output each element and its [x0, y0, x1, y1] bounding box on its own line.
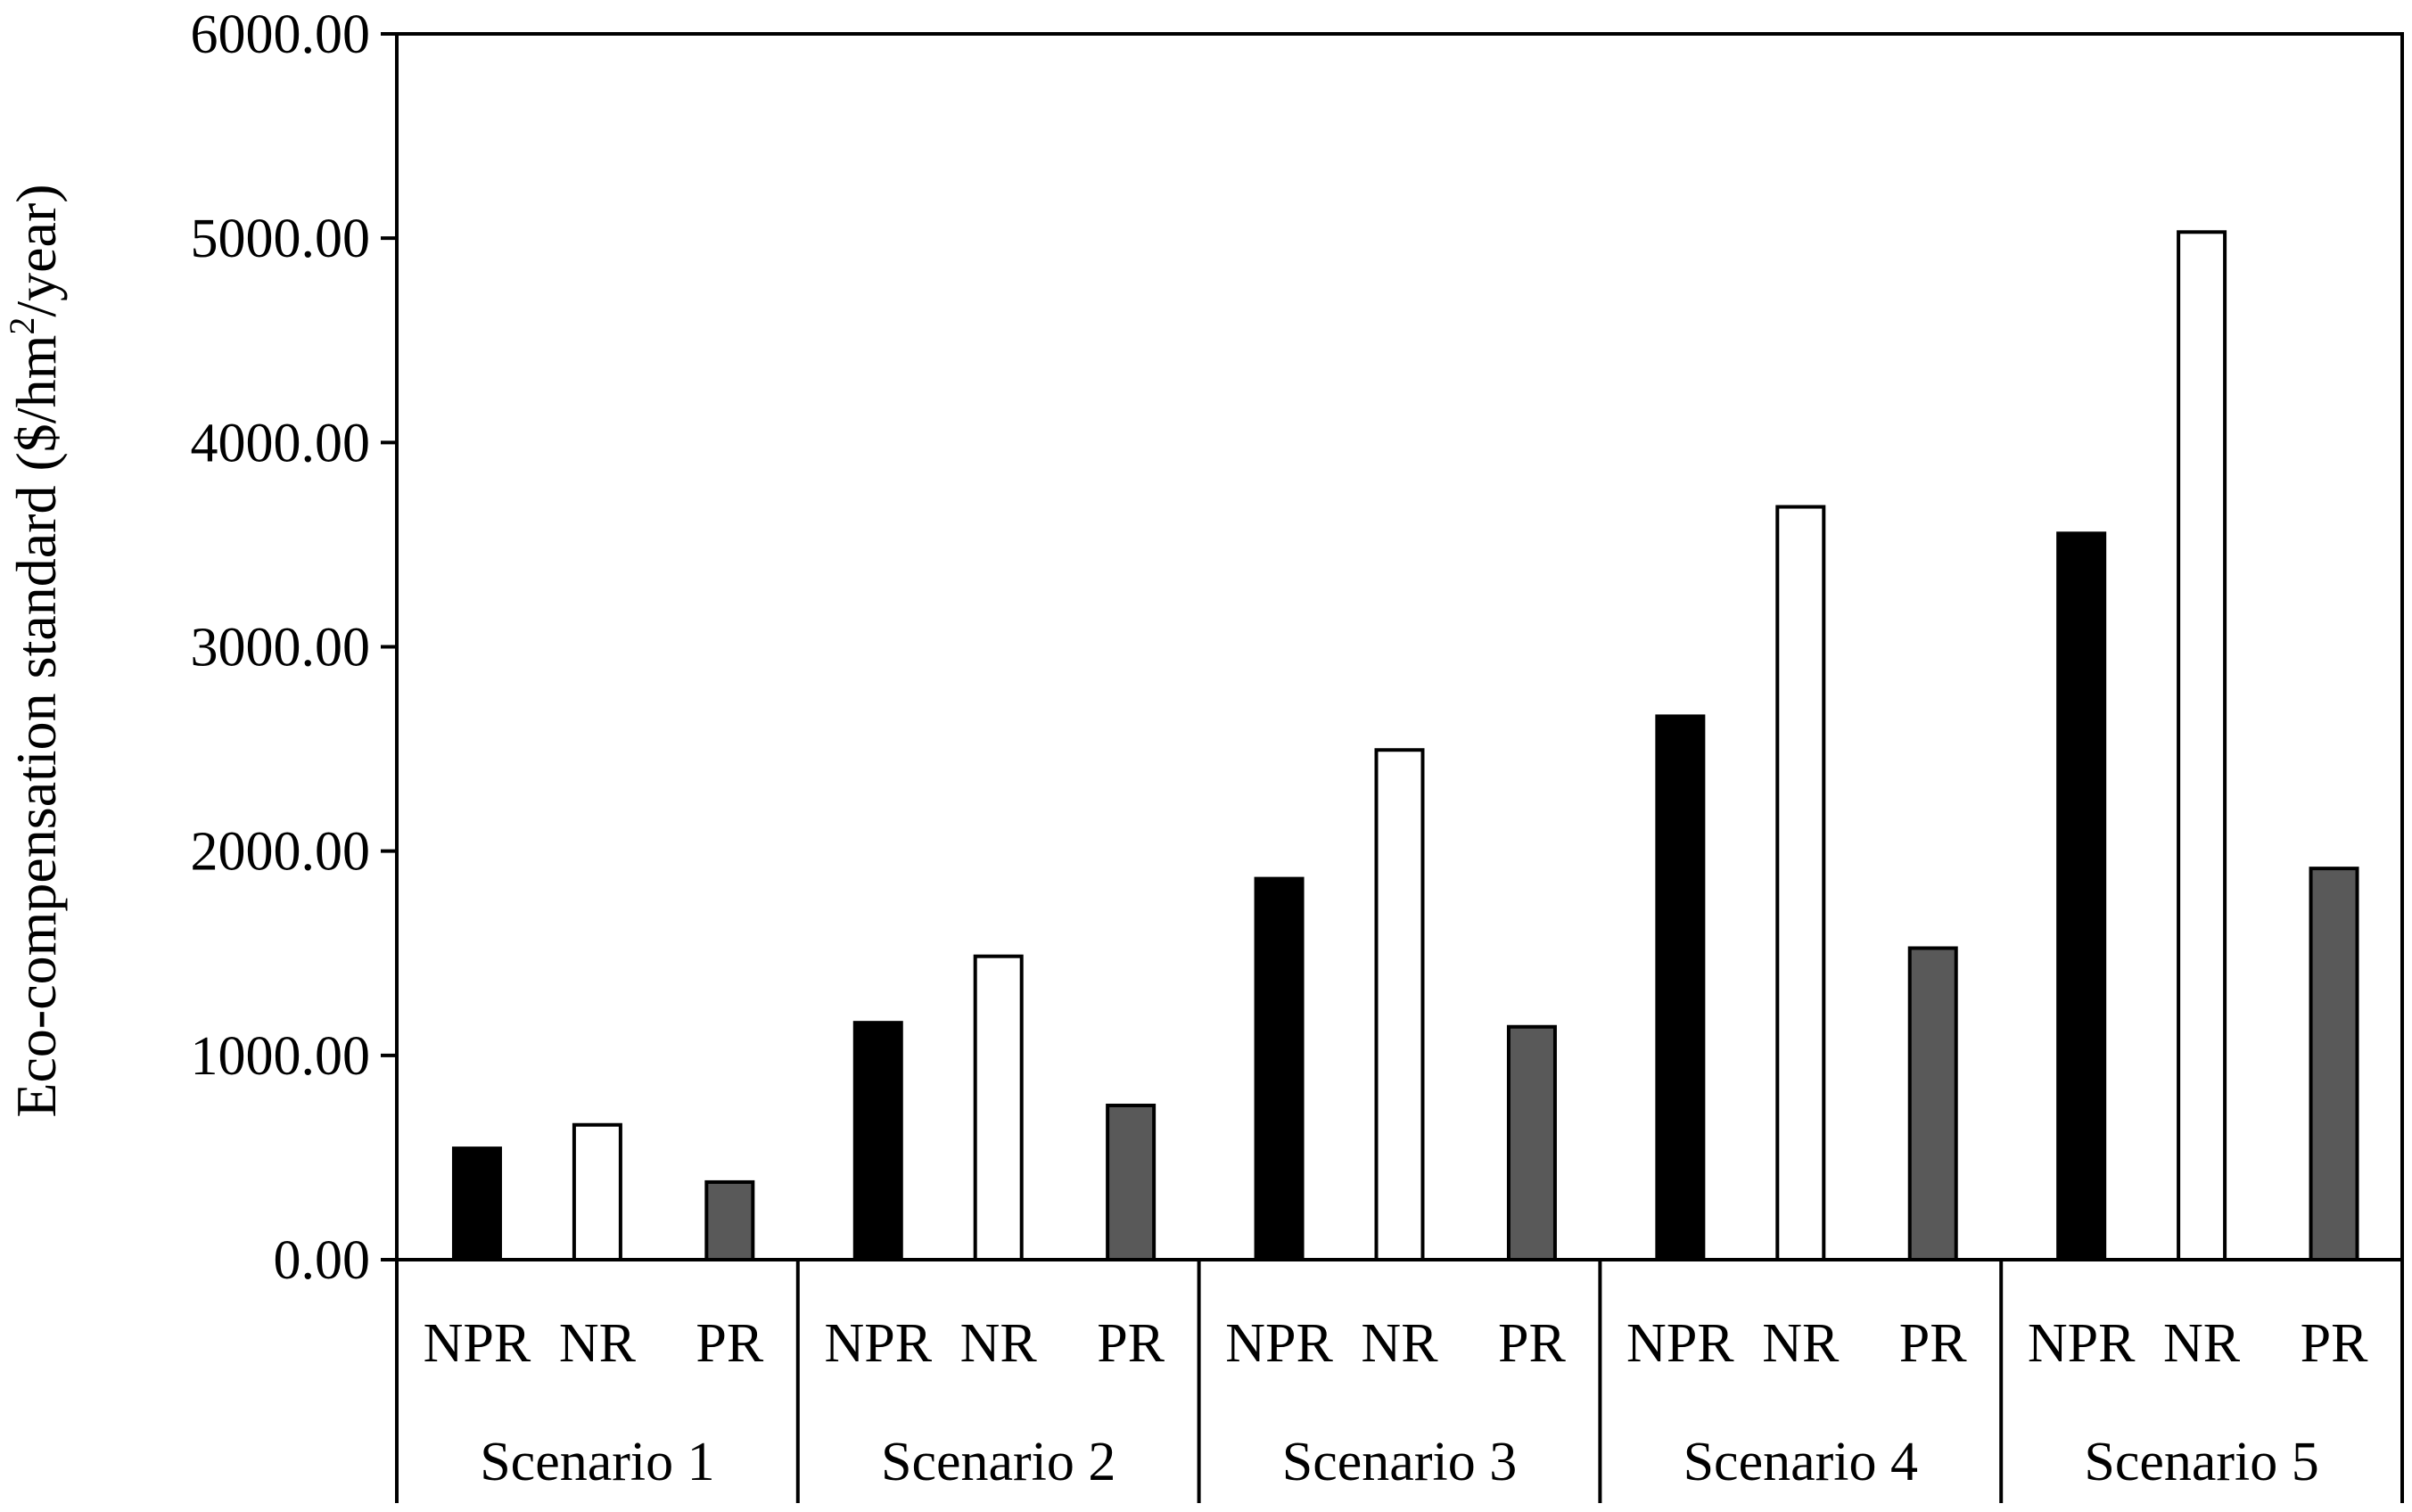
group-label: Scenario 2	[881, 1432, 1115, 1492]
bar-npr-4	[1655, 714, 1706, 1261]
plot-border	[395, 32, 2404, 1261]
bar-pr-4	[1907, 946, 1958, 1262]
y-tick-label: 2000.00	[191, 822, 371, 883]
x-axis-labels: NPR NR PR Scenario 1 NPR NR PR Scenario 2 NPR NR P…	[424, 1313, 2368, 1492]
y-tick-label: 6000.00	[191, 4, 371, 65]
bar-pr-3	[1506, 1024, 1557, 1261]
bar-nr-5	[2177, 230, 2227, 1262]
y-tick-label: 5000.00	[191, 209, 371, 269]
category-label: NPR	[424, 1313, 531, 1374]
category-label: NR	[960, 1313, 1038, 1374]
y-axis-label: Eco-compensation standard ($/hm2/year)	[2, 184, 68, 1117]
bar-pr-2	[1106, 1103, 1157, 1261]
y-tick-label: 1000.00	[191, 1026, 371, 1087]
bar-npr-5	[2056, 531, 2107, 1261]
bar-npr-1	[451, 1146, 502, 1261]
group-label: Scenario 1	[480, 1432, 714, 1492]
bar-nr-3	[1374, 748, 1425, 1261]
bar-npr-2	[852, 1021, 903, 1261]
y-tick-label: 3000.00	[191, 618, 371, 678]
bar-nr-1	[572, 1122, 622, 1261]
y-axis-ticks: 0.00 1000.00 2000.00 3000.00 4000.00 5000.00 6…	[191, 4, 397, 1291]
y-tick-label: 0.00	[274, 1230, 371, 1291]
group-label: Scenario 3	[1282, 1432, 1517, 1492]
bar-pr-1	[704, 1179, 755, 1261]
category-label: NR	[559, 1313, 637, 1374]
category-label: NR	[1762, 1313, 1840, 1374]
group-label: Scenario 4	[1683, 1432, 1918, 1492]
category-label: PR	[1097, 1313, 1165, 1374]
category-label: NPR	[1626, 1313, 1734, 1374]
category-label: NPR	[824, 1313, 932, 1374]
y-axis-title: Eco-compensation standard ($/hm2/year)	[2, 184, 68, 1117]
category-label: PR	[1899, 1313, 1967, 1374]
bar-nr-4	[1775, 505, 1826, 1261]
group-label: Scenario 5	[2084, 1432, 2318, 1492]
category-label: NR	[2163, 1313, 2241, 1374]
y-axis-label-main: Eco-compensation standard ($/hm	[4, 335, 68, 1118]
bar-nr-2	[973, 954, 1024, 1261]
bar-npr-3	[1254, 876, 1305, 1262]
category-label: PR	[2301, 1313, 2368, 1374]
category-label: NPR	[1225, 1313, 1333, 1374]
category-label: NR	[1361, 1313, 1438, 1374]
y-axis-label-tail: /year)	[4, 184, 68, 316]
category-label: PR	[1498, 1313, 1566, 1374]
category-label: NPR	[2028, 1313, 2136, 1374]
category-label: PR	[696, 1313, 763, 1374]
bar-pr-5	[2309, 867, 2359, 1261]
plot-frame	[395, 32, 2404, 1503]
y-axis-label-superscript: 2	[2, 317, 42, 335]
bars	[451, 230, 2359, 1262]
y-tick-label: 4000.00	[191, 413, 371, 473]
